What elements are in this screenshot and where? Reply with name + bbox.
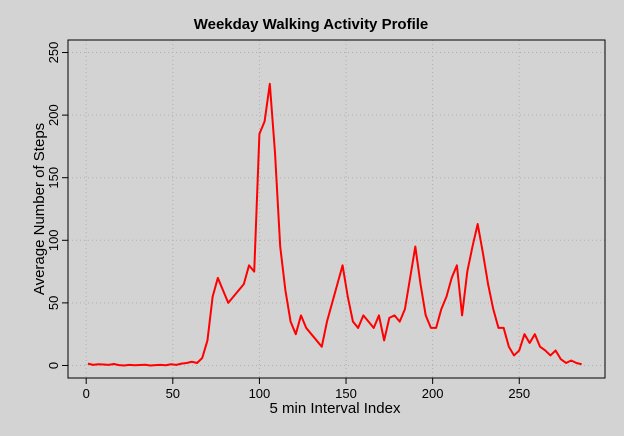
y-tick-label: 150: [46, 167, 61, 189]
y-tick-label: 0: [46, 362, 61, 369]
x-axis-label: 5 min Interval Index: [270, 400, 401, 417]
x-tick-label: 0: [83, 386, 90, 401]
x-tick-label: 50: [166, 386, 180, 401]
y-tick-label: 200: [46, 104, 61, 126]
x-tick-label: 250: [508, 386, 530, 401]
y-tick-label: 100: [46, 229, 61, 251]
x-tick-label: 200: [422, 386, 444, 401]
y-axis-label: Average Number of Steps: [31, 123, 48, 295]
x-tick-label: 150: [335, 386, 357, 401]
chart-title: Weekday Walking Activity Profile: [194, 16, 429, 33]
y-tick-label: 50: [46, 296, 61, 310]
y-tick-label: 250: [46, 42, 61, 64]
x-tick-label: 100: [249, 386, 271, 401]
plot-frame: [67, 39, 606, 379]
line: [87, 82, 582, 367]
